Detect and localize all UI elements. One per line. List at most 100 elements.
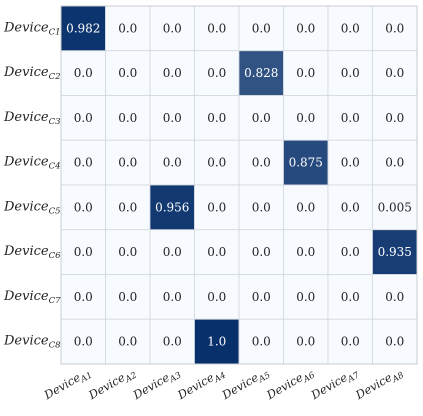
y-tick-label: DeviceC7: [3, 289, 61, 306]
heatmap-cell: [194, 50, 240, 96]
heatmap-cell: [105, 95, 151, 141]
y-tick-label: DeviceC4: [3, 155, 61, 172]
cell-value-label: 0.0: [207, 21, 226, 35]
heatmap-cell: [238, 184, 284, 231]
heatmap-cell: [372, 274, 418, 320]
heatmap-cell: [327, 274, 373, 320]
heatmap-cell: [105, 274, 151, 320]
heatmap-cell: [149, 95, 195, 141]
cell-value-label: 0.0: [207, 200, 226, 214]
heatmap-cell: [372, 184, 418, 231]
cell-value-label: 0.0: [74, 245, 93, 259]
heatmap-cell: [327, 184, 373, 231]
plot-border: [60, 5, 418, 365]
y-tick-label: DeviceC8: [3, 334, 61, 351]
cell-value-label: 0.0: [252, 290, 271, 304]
heatmap-cell: [238, 229, 284, 275]
heatmap-cell: [327, 229, 373, 275]
cell-value-label: 0.0: [252, 245, 271, 259]
cell-value-label: 0.0: [74, 335, 93, 349]
heatmap-cell: [238, 318, 284, 365]
heatmap-cell: [283, 50, 329, 96]
cell-value-label: 0.0: [296, 335, 315, 349]
cell-value-label: 0.0: [74, 156, 93, 170]
cell-value-label: 0.0: [163, 290, 182, 304]
cell-value-label: 0.0: [296, 66, 315, 80]
x-tick-label: DeviceA3: [130, 364, 184, 405]
cell-value-label: 0.0: [385, 156, 404, 170]
cell-value-label: 0.0: [118, 245, 137, 259]
heatmap-cell: [372, 5, 418, 52]
cell-value-label: 0.0: [163, 245, 182, 259]
cell-value-label: 0.0: [296, 21, 315, 35]
cell-value-label: 0.828: [244, 66, 278, 80]
heatmap-cell: [327, 95, 373, 141]
heatmap-cell: [149, 274, 195, 320]
cell-value-label: 0.0: [207, 111, 226, 125]
cell-value-label: 0.0: [296, 111, 315, 125]
heatmap-cell: [105, 5, 151, 52]
cell-value-label: 0.956: [155, 200, 189, 214]
heatmap-cell: [372, 318, 418, 365]
x-tick-label: DeviceA5: [219, 364, 273, 405]
heatmap-cell: [283, 229, 329, 275]
heatmap-cell: [283, 274, 329, 320]
cell-value-label: 0.0: [163, 156, 182, 170]
cell-value-label: 0.0: [74, 111, 93, 125]
y-tick-label: DeviceC1: [3, 20, 61, 37]
x-tick-label: DeviceA8: [352, 364, 406, 405]
heatmap-cell: [194, 95, 240, 141]
x-tick-label: DeviceA7: [308, 364, 362, 405]
cell-value-label: 0.0: [341, 290, 360, 304]
cell-value-label: 0.0: [252, 156, 271, 170]
cell-value-label: 0.0: [207, 156, 226, 170]
heatmap-cell: [60, 5, 106, 52]
cell-value-label: 0.0: [118, 21, 137, 35]
cell-value-label: 0.0: [74, 200, 93, 214]
cell-value-label: 0.0: [341, 111, 360, 125]
heatmap-cell: [105, 50, 151, 96]
cell-value-label: 0.0: [341, 66, 360, 80]
cell-value-label: 0.0: [341, 200, 360, 214]
cell-value-label: 0.0: [163, 111, 182, 125]
cell-value-label: 0.0: [296, 290, 315, 304]
cell-value-label: 0.0: [118, 335, 137, 349]
heatmap-cell: [60, 274, 106, 320]
cell-value-label: 0.0: [252, 200, 271, 214]
cell-value-label: 0.0: [74, 66, 93, 80]
cell-value-label: 0.0: [163, 21, 182, 35]
heatmap-cell: [327, 139, 373, 186]
cell-value-label: 0.0: [118, 111, 137, 125]
heatmap-cell: [194, 184, 240, 231]
cell-value-label: 0.005: [378, 200, 412, 214]
heatmap-cell: [149, 229, 195, 275]
cell-value-label: 0.0: [252, 111, 271, 125]
x-axis-labels: DeviceA1DeviceA2DeviceA3DeviceA4DeviceA5…: [41, 364, 407, 405]
y-tick-label: DeviceC3: [3, 110, 61, 127]
cell-value-label: 0.0: [118, 290, 137, 304]
heatmap-cell: [149, 139, 195, 186]
cell-value-label: 0.0: [207, 290, 226, 304]
x-tick-label: DeviceA4: [174, 364, 228, 405]
heatmap-cell: [149, 318, 195, 365]
cell-value-label: 0.0: [296, 245, 315, 259]
cell-value-label: 0.0: [385, 335, 404, 349]
heatmap-cell: [372, 50, 418, 96]
cell-value-label: 0.0: [341, 156, 360, 170]
heatmap-cell: [238, 95, 284, 141]
cell-value-label: 0.0: [118, 200, 137, 214]
y-tick-label: DeviceC5: [3, 199, 61, 216]
cell-value-label: 0.0: [296, 200, 315, 214]
cell-value-label: 0.0: [252, 21, 271, 35]
cell-value-label: 0.0: [385, 111, 404, 125]
heatmap-cell: [194, 139, 240, 186]
heatmap-cell: [238, 274, 284, 320]
cell-value-label: 0.0: [341, 21, 360, 35]
heatmap-cell: [283, 95, 329, 141]
cell-value-label: 0.0: [385, 66, 404, 80]
cell-value-label: 0.0: [252, 335, 271, 349]
y-tick-label: DeviceC6: [3, 244, 61, 261]
x-tick-label: DeviceA1: [41, 364, 95, 405]
heatmap-cell: [60, 139, 106, 186]
